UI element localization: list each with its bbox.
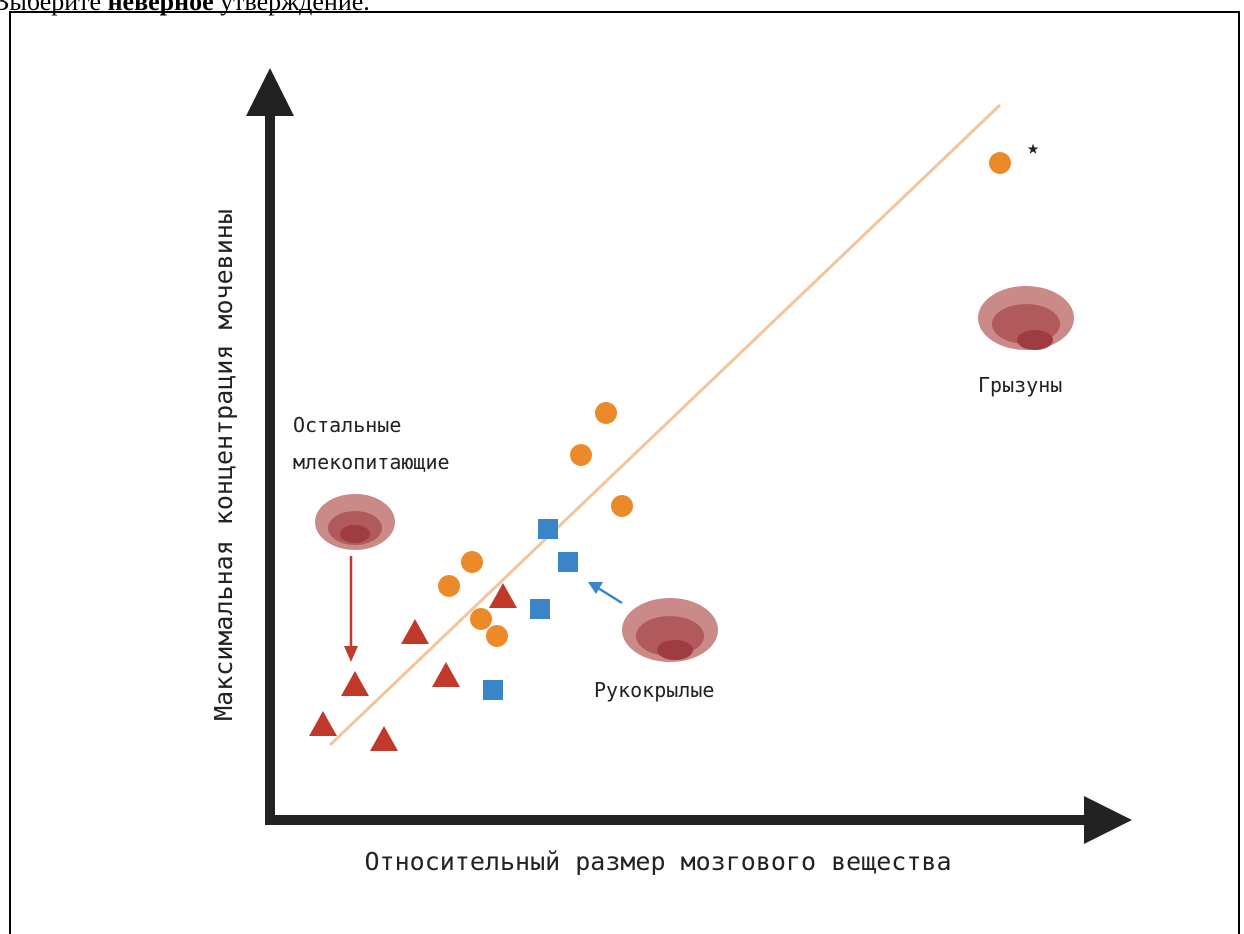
y-arrow: [246, 68, 294, 116]
kidney-icon: [978, 286, 1074, 350]
group-label: млекопитающие: [293, 450, 450, 474]
bat-points: [483, 519, 578, 700]
group-label: Грызуны: [978, 373, 1062, 397]
y-axis-label: Максимальная концентрация мочевины: [209, 209, 238, 721]
question-end: утверждение.: [220, 0, 370, 16]
figure: Выберите неверное утверждение. ★ Остальн…: [0, 0, 1244, 934]
pointer-arrow: [598, 588, 622, 603]
question: Выберите неверное утверждение.: [0, 0, 370, 16]
page: {"question": {"start": "Выберите", "bold…: [0, 0, 1244, 934]
kidney-icon: [315, 494, 395, 550]
pointer-arrowhead: [588, 582, 603, 594]
rodent-points: [438, 152, 1011, 647]
pointer-arrowhead: [344, 646, 358, 662]
group-label: Остальные: [293, 413, 401, 437]
question-bold: неверное: [108, 0, 214, 16]
star: ★: [1027, 135, 1039, 159]
kidney-icon: [622, 598, 718, 662]
question-start: Выберите: [0, 0, 101, 16]
group-label: Рукокрылые: [594, 678, 714, 702]
x-axis-label: Относительный размер мозгового вещества: [365, 847, 952, 876]
frame: [10, 12, 1239, 934]
x-arrow: [1084, 796, 1132, 844]
